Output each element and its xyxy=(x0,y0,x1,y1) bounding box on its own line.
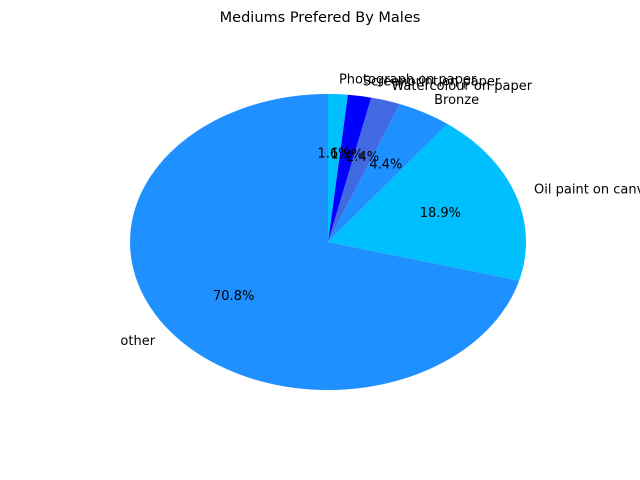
slice-percent-screenprint-on-paper: 1.9% xyxy=(330,147,363,162)
pie-slice-photograph-on-paper xyxy=(328,94,348,242)
slice-percent-oil-paint-on-canvas: 18.9% xyxy=(420,206,461,221)
slice-percent-watercolour-on-paper: 2.4% xyxy=(346,150,379,165)
slice-percent-other: 70.8% xyxy=(213,289,254,304)
slice-label-bronze: Bronze xyxy=(434,93,479,108)
pie-slice-oil-paint-on-canvas xyxy=(328,123,526,281)
chart-title: Mediums Prefered By Males xyxy=(220,10,421,26)
pie-slice-screenprint-on-paper xyxy=(328,94,372,242)
slice-label-watercolour-on-paper: Watercolour on paper xyxy=(391,79,532,94)
pie-slice-bronze xyxy=(328,104,448,243)
pie-slice-other xyxy=(130,94,520,390)
pie-slice-watercolour-on-paper xyxy=(328,97,400,242)
slice-label-other: other xyxy=(120,334,155,349)
slice-percent-photograph-on-paper: 1.6% xyxy=(317,146,350,161)
pie-labels: other 70.8% Oil paint on canvas 18.9% Bronze… xyxy=(120,72,640,349)
slice-label-screenprint-on-paper: Screenprint on paper xyxy=(363,74,501,89)
slice-label-oil-paint-on-canvas: Oil paint on canvas xyxy=(534,182,640,197)
slice-label-photograph-on-paper: Photograph on paper xyxy=(339,72,477,87)
slice-percent-bronze: 4.4% xyxy=(369,157,402,172)
pie-slices xyxy=(130,94,526,390)
